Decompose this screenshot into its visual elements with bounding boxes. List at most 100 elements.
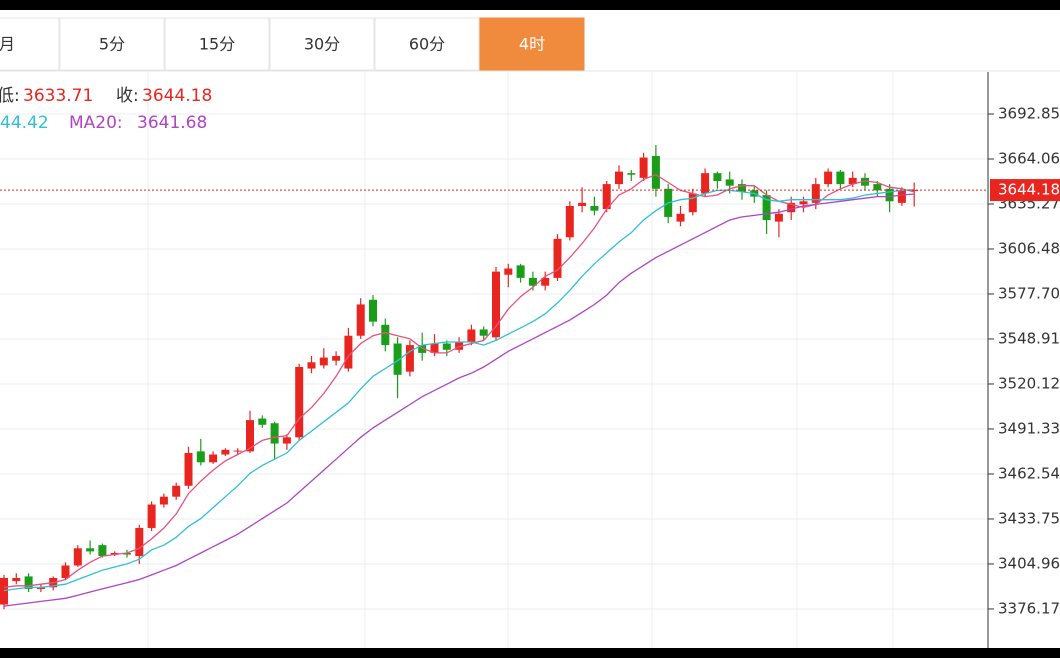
candle-body xyxy=(836,171,845,185)
candle-body xyxy=(799,201,808,205)
candle-body xyxy=(688,193,697,213)
candle-body xyxy=(492,271,500,338)
candle-body xyxy=(307,362,316,369)
candle-body xyxy=(848,177,857,185)
candle-body xyxy=(639,157,648,178)
candle-body xyxy=(319,357,328,366)
y-tick-label: 3433.75 xyxy=(998,509,1060,527)
candle-body xyxy=(553,238,562,278)
y-tick-label: 3548.91 xyxy=(998,329,1060,347)
candle-body xyxy=(98,545,107,557)
candle-body xyxy=(61,565,70,578)
info-ma10-text: 44.42 xyxy=(0,113,49,133)
candle-body xyxy=(430,343,439,353)
candle-body xyxy=(73,548,82,566)
candle-body xyxy=(504,268,513,275)
candle-body xyxy=(332,356,341,361)
candle-body xyxy=(209,454,218,463)
tab[interactable] xyxy=(479,17,585,71)
candle-body xyxy=(24,576,33,589)
candle-body xyxy=(467,329,476,342)
candle-body xyxy=(762,195,771,221)
candle-body xyxy=(479,329,488,336)
info-ma20-label: MA20: xyxy=(69,113,123,133)
tab-label[interactable]: 月 xyxy=(0,35,15,54)
candle-body xyxy=(184,452,193,486)
candle-body xyxy=(159,496,168,505)
last-price-label: 3644.18 xyxy=(998,181,1060,199)
info-low-label: 低: xyxy=(0,86,20,106)
bottom-bar xyxy=(0,648,1060,658)
candle-body xyxy=(676,213,685,222)
info-close: 3644.18 xyxy=(142,86,212,106)
tab[interactable] xyxy=(0,17,60,71)
candle-body xyxy=(541,277,550,286)
candle-body xyxy=(381,324,390,346)
candle-body xyxy=(270,423,279,444)
tab-label[interactable]: 4时 xyxy=(519,35,545,54)
ma-line xyxy=(3,193,915,607)
candle-body xyxy=(221,449,230,455)
candle-body xyxy=(861,177,869,186)
ma-line xyxy=(3,189,915,592)
candle-body xyxy=(393,343,402,375)
y-tick-label: 3491.33 xyxy=(998,419,1060,437)
candle-body xyxy=(602,184,611,210)
tab-label[interactable]: 30分 xyxy=(304,35,340,54)
candle-body xyxy=(615,171,623,185)
candle-body xyxy=(910,190,919,192)
candle-body xyxy=(418,345,427,353)
candle-body xyxy=(86,548,95,552)
top-bar xyxy=(0,0,1060,10)
candle-body xyxy=(282,437,291,444)
last-price-box xyxy=(990,179,1060,202)
tab[interactable] xyxy=(269,17,375,71)
candle-body xyxy=(651,155,660,189)
candle-body xyxy=(369,299,377,322)
candle-body xyxy=(0,577,8,605)
candle-body xyxy=(442,343,451,350)
info-ma20: 3641.68 xyxy=(137,113,207,133)
candle-body xyxy=(811,184,820,203)
candle-body xyxy=(824,171,833,185)
y-tick-label: 3577.70 xyxy=(998,284,1060,302)
candle-body xyxy=(405,345,414,372)
candle-body xyxy=(873,184,882,191)
candle-body xyxy=(590,205,599,211)
candle-body xyxy=(774,213,783,222)
tab-label[interactable]: 60分 xyxy=(409,35,445,54)
ma-line xyxy=(3,173,915,589)
candle-body xyxy=(356,304,365,336)
candle-body xyxy=(528,277,537,286)
candle-body xyxy=(123,552,131,555)
tab[interactable] xyxy=(59,17,165,71)
y-tick-label: 3520.12 xyxy=(998,374,1060,392)
candle-body xyxy=(455,341,464,350)
candle-body xyxy=(738,184,746,192)
candle-body xyxy=(627,173,636,175)
candle-body xyxy=(196,451,205,463)
candle-body xyxy=(246,420,254,452)
candle-body xyxy=(344,335,353,369)
tab[interactable] xyxy=(164,17,270,71)
candle-body xyxy=(885,188,894,202)
candle-body xyxy=(12,577,21,582)
candle-body xyxy=(565,205,574,238)
candle-body xyxy=(36,587,45,589)
tab-label[interactable]: 15分 xyxy=(199,35,235,54)
info-close-label: 收: xyxy=(116,86,139,106)
y-tick-label: 3376.17 xyxy=(998,599,1060,617)
y-tick-label: 3606.48 xyxy=(998,239,1060,257)
candle-body xyxy=(258,418,267,425)
candle-body xyxy=(295,366,304,438)
candle-body xyxy=(787,202,796,213)
candle-body xyxy=(172,485,181,497)
candle-body xyxy=(233,450,242,452)
tab-label[interactable]: 5分 xyxy=(99,35,125,54)
candle-body xyxy=(147,504,156,528)
tab[interactable] xyxy=(374,17,480,71)
candle-body xyxy=(516,265,525,278)
